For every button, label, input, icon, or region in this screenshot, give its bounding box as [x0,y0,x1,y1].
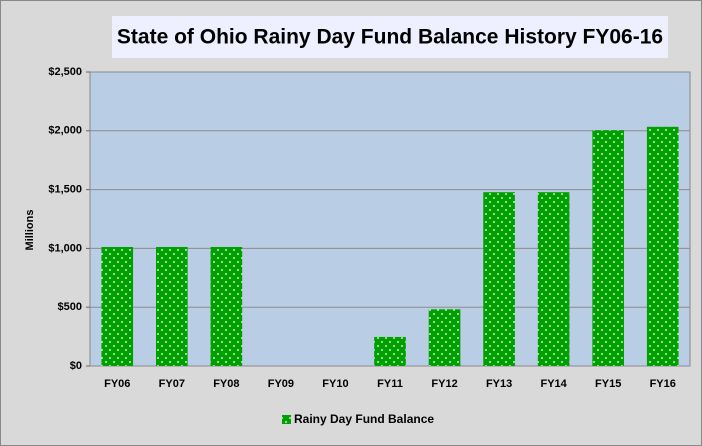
plot-area [89,71,691,367]
y-tick-label: $1,000 [48,242,82,254]
x-tick-label: FY14 [540,378,567,390]
bar [428,309,461,366]
y-tick-label: $1,500 [48,184,82,196]
y-tick-label: $0 [70,360,82,372]
x-tick-label: FY11 [377,378,403,390]
bar [483,192,515,366]
x-tick-label: FY08 [213,378,239,390]
x-tick-label: FY06 [104,378,130,390]
title-box [112,16,668,58]
x-tick-label: FY15 [595,378,621,390]
y-axis-label: Millions [24,210,36,251]
x-tick-label: FY13 [486,378,512,390]
bar [156,246,188,366]
bar [374,336,406,366]
legend-swatch [282,415,291,424]
bar [210,246,243,366]
bar [101,246,134,366]
y-tick-label: $500 [58,301,82,313]
x-tick-label: FY16 [650,378,676,390]
x-tick-label: FY09 [268,378,294,390]
bar [537,192,570,366]
chart-title: State of Ohio Rainy Day Fund Balance His… [117,26,663,49]
bar [646,126,679,366]
x-tick-label: FY12 [431,378,457,390]
x-tick-label: FY10 [322,378,348,390]
y-tick-label: $2,500 [48,66,82,78]
bar [592,130,624,366]
legend-label: Rainy Day Fund Balance [294,412,434,426]
y-tick-label: $2,000 [48,125,82,137]
x-tick-label: FY07 [159,378,185,390]
